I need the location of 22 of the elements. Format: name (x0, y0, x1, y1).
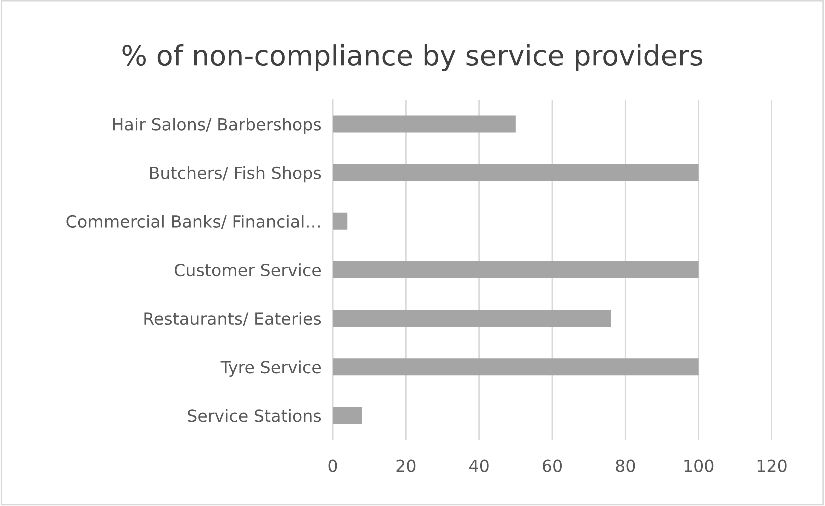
bar (333, 212, 348, 230)
bar (333, 310, 612, 328)
y-tick-label: Restaurants/ Eateries (144, 312, 322, 326)
x-tick-label: 40 (470, 460, 489, 472)
x-tick-label: 60 (543, 460, 562, 472)
y-tick-label: Butchers/ Fish Shops (150, 166, 322, 183)
y-tick-label: Customer Service (174, 264, 321, 277)
bar (333, 358, 699, 376)
x-tick-label: 100 (684, 460, 714, 472)
y-tick-label: Commercial Banks/ Financial… (66, 215, 320, 230)
y-tick-label: Service Stations (188, 409, 322, 422)
y-tick-label: Hair Salons/ Barbershops (113, 118, 322, 134)
bar (333, 407, 362, 424)
x-tick-label: 80 (616, 460, 636, 472)
y-tick-label: Tyre Service (220, 360, 321, 377)
x-tick-label: 120 (758, 460, 787, 472)
x-tick-label: 0 (328, 460, 338, 472)
bar (333, 164, 699, 182)
chart-title: % of non-compliance by service providers (122, 44, 702, 72)
bar (333, 116, 516, 133)
bar (333, 262, 699, 278)
x-tick-label: 20 (396, 460, 416, 472)
